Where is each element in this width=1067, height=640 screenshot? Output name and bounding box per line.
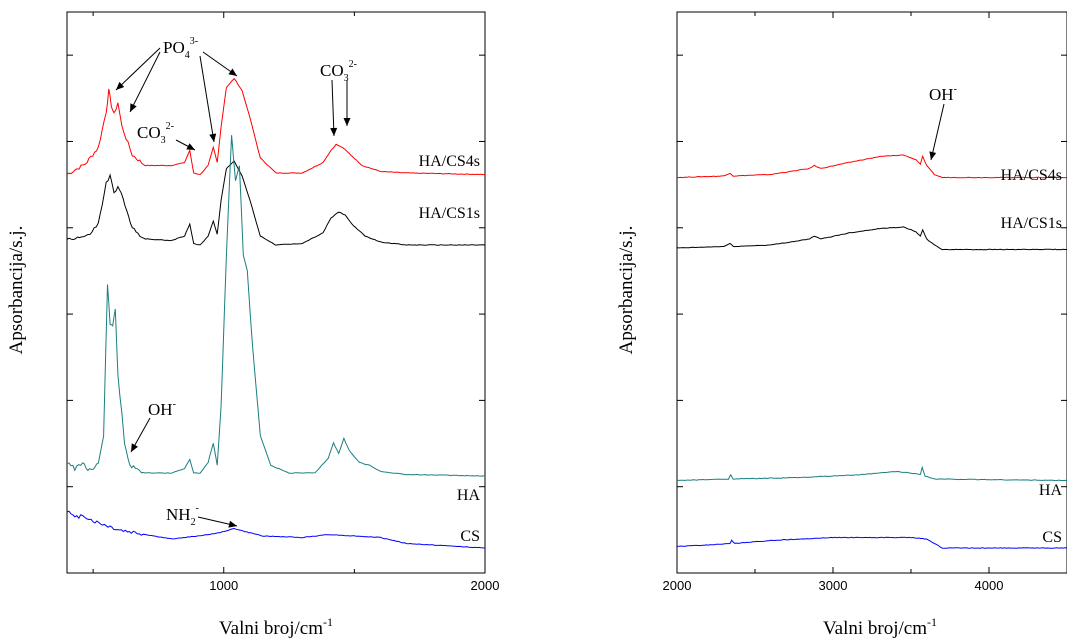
series-line-ha-cs1s (677, 226, 1067, 251)
annotation-superscript: 2- (349, 59, 357, 70)
x-axis-title-text: Valni broj/cm (219, 618, 323, 639)
annotation-arrowhead (228, 68, 237, 76)
annotation-arrow (199, 55, 215, 143)
series-label-ha-cs4s: HA/CS4s (419, 153, 480, 170)
series-line-ha (677, 465, 1067, 482)
x-axis-title-sup: -1 (927, 615, 937, 629)
series-label-ha-cs4s: HA/CS4s (1001, 167, 1062, 184)
annotation-subscript: 3 (161, 135, 166, 146)
series-line-cs (677, 536, 1067, 549)
series-line-ha-cs1s (67, 160, 485, 246)
annotation-arrowhead (330, 127, 338, 136)
annotation-arrowhead (209, 133, 217, 142)
annotation-superscript: - (196, 503, 199, 514)
annotation-arrowhead (186, 143, 195, 150)
annotation-subscript: 4 (185, 50, 190, 61)
series-label-cs: CS (1042, 529, 1062, 546)
annotation-arrowhead (131, 443, 138, 452)
annotation-arrowhead (130, 103, 137, 112)
annotation-label: PO43- (163, 36, 198, 61)
series-line-ha (67, 135, 485, 477)
annotation-label: CO32- (137, 121, 174, 146)
y-axis-title: Apsorbancija/s.j. (6, 226, 27, 355)
annotation-arrowhead (116, 81, 125, 90)
series-line-ha-cs4s (677, 154, 1067, 179)
annotation-label: OH- (148, 399, 176, 419)
x-tick-label: 4000 (975, 578, 1004, 593)
annotation-superscript: - (173, 399, 176, 410)
annotation-formula: NH (166, 505, 191, 524)
plot-frame (66, 11, 486, 574)
series-label-ha-cs1s: HA/CS1s (419, 205, 480, 222)
series-line-ha-cs4s (67, 77, 485, 176)
series-label-ha-cs1s: HA/CS1s (1001, 215, 1062, 232)
x-tick-label: 1000 (209, 578, 238, 593)
series-line-cs (67, 510, 485, 549)
annotation-label: NH2- (166, 503, 199, 528)
annotation-formula: OH (148, 400, 173, 419)
series-label-cs: CS (460, 528, 480, 545)
annotation-arrowhead (929, 151, 937, 160)
series-label-ha: HA (457, 487, 481, 504)
annotation-subscript: 3 (344, 73, 349, 84)
annotation-superscript: 3- (190, 36, 198, 47)
annotation-formula: CO (320, 61, 344, 80)
annotation-arrow (129, 51, 161, 113)
annotation-arrow (115, 47, 161, 91)
annotation-arrowhead (228, 520, 237, 528)
x-axis-title-text: Valni broj/cm (823, 618, 927, 639)
x-axis-title: Valni broj/cm-1 (219, 615, 333, 639)
annotation-label: CO32- (320, 59, 357, 84)
x-axis-title: Valni broj/cm-1 (823, 615, 937, 639)
x-tick-label: 3000 (819, 578, 848, 593)
annotation-formula: PO (163, 38, 185, 57)
left-chart-panel: 1000 2000 Valni broj/cm-1 Apsorbancija/s.j.… (6, 11, 500, 639)
annotation-superscript: 2- (166, 121, 174, 132)
x-tick-label: 2000 (471, 578, 500, 593)
annotation-arrowhead (343, 118, 351, 126)
annotation-formula: CO (137, 123, 161, 142)
annotation-label: OH- (929, 84, 957, 104)
series-label-ha: HA (1039, 482, 1063, 499)
y-axis-title: Apsorbancija/s.j. (616, 226, 637, 355)
annotation-subscript: 2 (191, 517, 196, 528)
x-tick-label: 2000 (663, 578, 692, 593)
right-chart-panel: 2000 3000 4000 Valni broj/cm-1 Apsorbancija/… (616, 11, 1067, 639)
annotation-arrow (331, 79, 335, 137)
annotation-arrow (930, 103, 945, 161)
plot-frame (676, 11, 1067, 574)
annotation-formula: OH (929, 85, 954, 104)
annotation-superscript: - (954, 84, 957, 95)
x-axis-title-sup: -1 (323, 615, 333, 629)
